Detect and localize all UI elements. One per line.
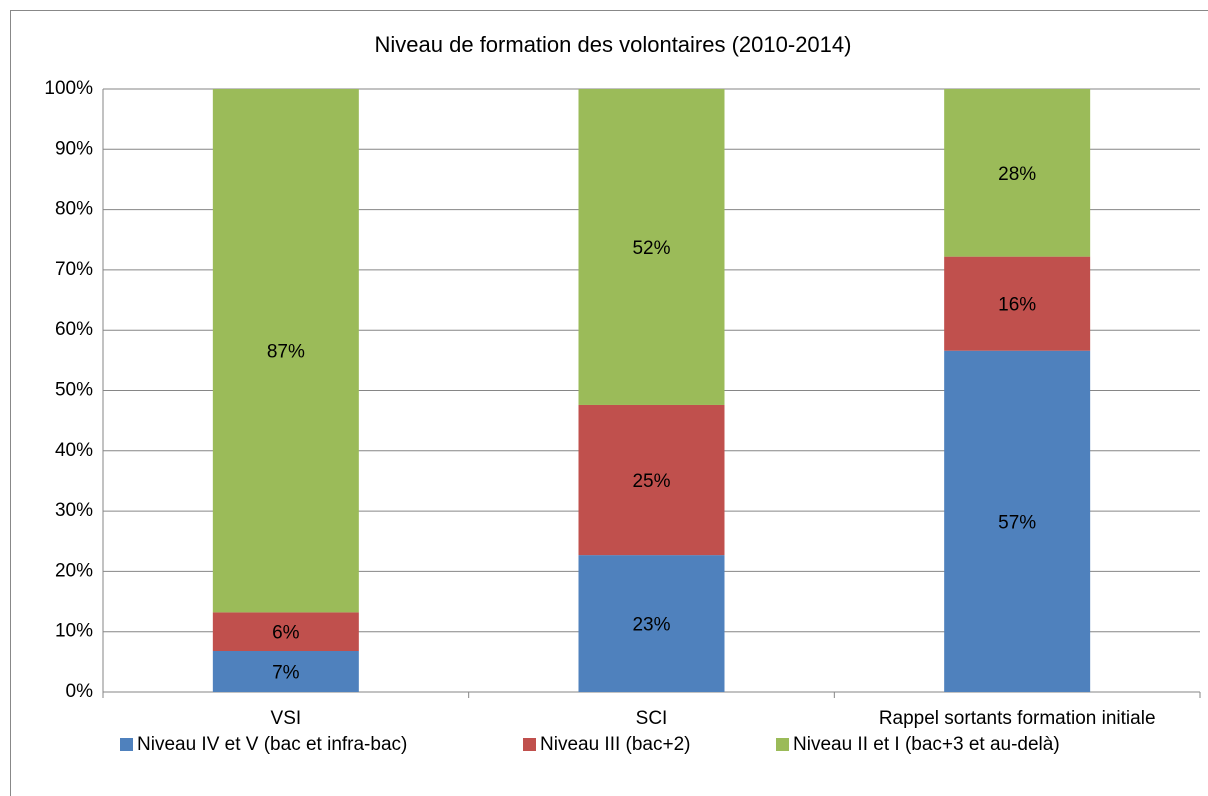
x-tick-label: Rappel sortants formation initiale — [879, 708, 1156, 729]
data-label: 23% — [632, 615, 670, 636]
y-tick-label: 20% — [55, 560, 93, 581]
y-tick-label: 30% — [55, 500, 93, 521]
bar-segment — [578, 89, 725, 405]
y-tick-label: 60% — [55, 319, 93, 340]
bar-segment — [944, 256, 1091, 351]
bar-segment — [578, 555, 725, 692]
legend-swatch — [120, 738, 133, 751]
data-label: 6% — [272, 623, 300, 644]
y-tick-label: 70% — [55, 259, 93, 280]
data-label: 28% — [998, 164, 1036, 185]
legend-label: Niveau III (bac+2) — [540, 734, 691, 755]
bar-segment — [212, 650, 359, 692]
legend-label: Niveau II et I (bac+3 et au-delà) — [793, 734, 1060, 755]
y-tick-label: 90% — [55, 138, 93, 159]
bar-segment — [944, 350, 1091, 692]
chart-title: Niveau de formation des volontaires (201… — [375, 32, 852, 57]
legend-swatch — [776, 738, 789, 751]
data-label: 57% — [998, 512, 1036, 533]
x-tick-label: VSI — [271, 708, 302, 729]
y-tick-label: 40% — [55, 440, 93, 461]
y-tick-label: 100% — [44, 78, 93, 99]
data-label: 7% — [272, 663, 300, 684]
data-label: 87% — [267, 342, 305, 363]
y-tick-label: 50% — [55, 380, 93, 401]
bar-segment — [212, 89, 359, 613]
data-label: 16% — [998, 295, 1036, 316]
data-label: 52% — [632, 238, 670, 259]
legend-label: Niveau IV et V (bac et infra-bac) — [137, 734, 407, 755]
y-tick-label: 0% — [66, 681, 94, 702]
bar-segment — [578, 404, 725, 556]
data-label: 25% — [632, 471, 670, 492]
x-tick-label: SCI — [636, 708, 668, 729]
y-tick-label: 80% — [55, 199, 93, 220]
bar-segment — [944, 89, 1091, 257]
bar-segment — [212, 612, 359, 651]
legend-swatch — [523, 738, 536, 751]
y-tick-label: 10% — [55, 621, 93, 642]
